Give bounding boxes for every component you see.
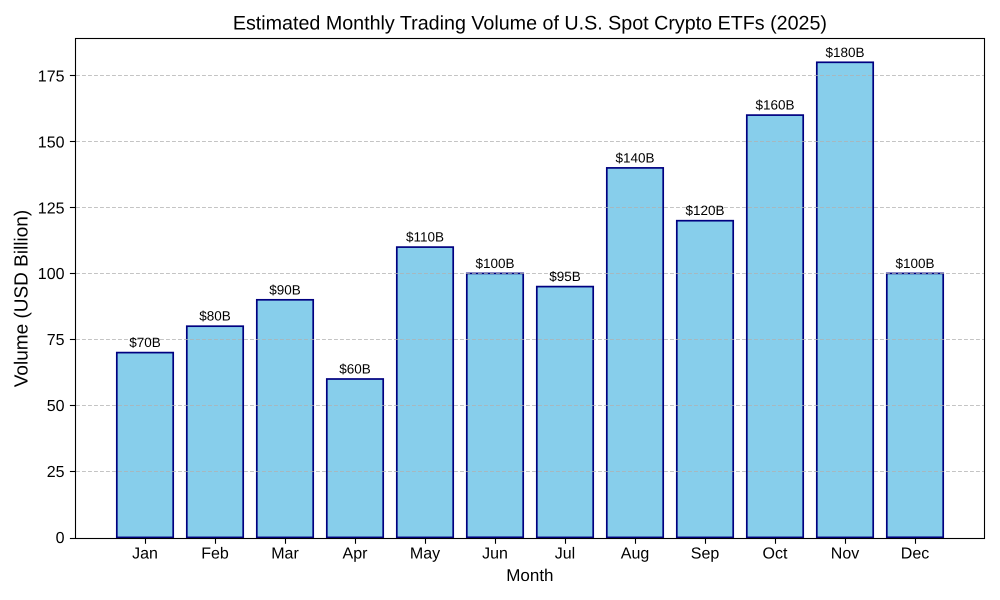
- svg-text:$70B: $70B: [129, 335, 161, 350]
- svg-text:25: 25: [47, 464, 65, 481]
- svg-text:$100B: $100B: [895, 256, 934, 271]
- svg-text:$180B: $180B: [825, 45, 864, 60]
- svg-text:$60B: $60B: [339, 362, 371, 377]
- svg-text:$100B: $100B: [475, 256, 514, 271]
- svg-text:Mar: Mar: [271, 546, 299, 563]
- svg-text:$90B: $90B: [269, 282, 301, 297]
- svg-text:Volume (USD Billion): Volume (USD Billion): [12, 210, 33, 387]
- svg-text:May: May: [410, 546, 440, 563]
- svg-text:Apr: Apr: [343, 546, 369, 563]
- svg-text:Nov: Nov: [831, 546, 859, 563]
- svg-text:$95B: $95B: [549, 269, 581, 284]
- svg-text:50: 50: [47, 398, 65, 415]
- svg-text:Oct: Oct: [763, 546, 788, 563]
- svg-text:150: 150: [38, 134, 65, 151]
- svg-text:Aug: Aug: [621, 546, 649, 563]
- svg-text:Feb: Feb: [201, 546, 229, 563]
- svg-text:100: 100: [38, 266, 65, 283]
- svg-text:$110B: $110B: [406, 230, 444, 245]
- svg-text:175: 175: [38, 68, 65, 85]
- svg-text:$120B: $120B: [685, 203, 724, 218]
- svg-text:Dec: Dec: [901, 546, 929, 563]
- svg-text:125: 125: [38, 200, 65, 217]
- svg-text:Jun: Jun: [482, 546, 508, 563]
- svg-text:Sep: Sep: [691, 546, 720, 563]
- svg-text:$80B: $80B: [199, 309, 231, 324]
- svg-text:Month: Month: [506, 566, 553, 585]
- svg-text:0: 0: [56, 530, 65, 547]
- svg-text:$160B: $160B: [755, 98, 794, 113]
- svg-text:Jul: Jul: [555, 546, 575, 563]
- svg-text:75: 75: [47, 332, 65, 349]
- svg-text:Jan: Jan: [132, 546, 158, 563]
- svg-text:Estimated Monthly Trading Volu: Estimated Monthly Trading Volume of U.S.…: [233, 12, 827, 34]
- svg-text:$140B: $140B: [615, 150, 654, 165]
